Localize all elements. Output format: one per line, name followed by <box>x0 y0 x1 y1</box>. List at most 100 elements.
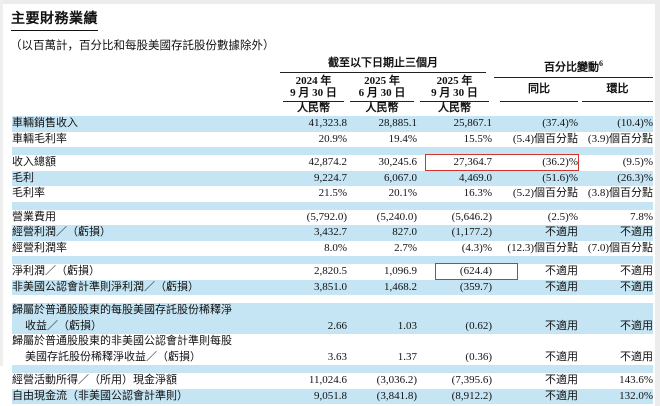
spacer-row <box>12 201 653 210</box>
value-cell: (3.9)個百分點 <box>587 132 653 145</box>
window-edge-top <box>0 0 660 4</box>
table-row: 歸屬於普通股股東的每股美國存託股份稀釋淨 收益／（虧損） 2.66 1.03 (0.62… <box>12 303 653 334</box>
date-line: 6 月 30 日 <box>358 87 406 99</box>
column-header-yoy: 同比 <box>500 75 578 102</box>
value-cell: (0.36) <box>465 350 492 363</box>
row-label: 毛利 <box>12 171 34 184</box>
page-title: 主要財務業績 <box>11 8 98 31</box>
spacer-row <box>12 256 653 264</box>
column-header-qoq: 環比 <box>582 75 653 102</box>
pct-change-group-header: 百分比變動6 <box>494 57 653 78</box>
row-label: 車輛毛利率 <box>12 132 67 145</box>
table-body: 車輛銷售收入 41,323.8 28,885.1 25,867.1 (37.4)% (10… <box>12 116 653 404</box>
value-cell: (51.6)% <box>542 171 578 184</box>
row-label: 歸屬於普通股股東的非美國公認會計準則每股 美國存託股份稀釋淨收益／（虧損） <box>12 335 232 363</box>
value-cell: 不適用 <box>545 319 578 332</box>
table-row: 毛利率 21.5% 20.1% 16.3% (5.2)個百分點 (3.8)個百分點 <box>12 186 653 202</box>
column-header-2025-06-30: 2025 年 6 月 30 日 人民幣 <box>347 75 417 117</box>
currency-label: 人民幣 <box>287 102 340 117</box>
row-label: 淨利潤／（虧損） <box>12 265 100 277</box>
value-cell: 2.66 <box>327 319 347 332</box>
table-row: 非美國公認會計準則淨利潤／（虧損） 3,851.0 1,468.2 (359.7) 不適… <box>12 279 653 295</box>
pct-change-label: 百分比變動 <box>544 61 599 74</box>
value-cell: (3,841.8) <box>376 389 417 402</box>
table-row: 歸屬於普通股股東的非美國公認會計準則每股 美國存託股份稀釋淨收益／（虧損） 3.63… <box>12 334 653 365</box>
value-cell: 不適用 <box>620 280 653 293</box>
value-cell: 1,096.9 <box>384 265 417 277</box>
value-cell: 不適用 <box>545 280 578 293</box>
value-cell: 15.5% <box>463 132 492 145</box>
value-cell: (26.3)% <box>617 171 653 184</box>
date-column-headers: 2024 年 9 月 30 日 人民幣 2025 年 6 月 30 日 人民幣 … <box>280 75 492 117</box>
date-lines: 2025 年 6 月 30 日 <box>350 75 414 102</box>
value-cell: (5,646.2) <box>451 210 492 223</box>
spacer-row <box>12 365 653 373</box>
currency-label: 人民幣 <box>354 102 410 117</box>
value-cell: 不適用 <box>620 226 653 238</box>
value-cell: 42,874.2 <box>308 156 348 168</box>
table-row: 收入總額 42,874.2 30,245.6 27,364.7 (36.2)% (9.5)… <box>12 154 653 171</box>
value-cell: 20.1% <box>388 187 417 199</box>
table-row: 車輛毛利率 20.9% 19.4% 15.5% (5.4)個百分點 (3.9)個百分點 <box>12 132 653 148</box>
value-cell: 8.0% <box>324 241 347 254</box>
spacer-row <box>12 147 653 155</box>
value-cell: (9.5)% <box>622 156 653 168</box>
value-cell: 3.63 <box>327 350 347 363</box>
value-cell: (359.7) <box>459 280 492 293</box>
date-line: 9 月 30 日 <box>431 87 478 99</box>
window-edge-left <box>0 0 3 366</box>
value-cell: 28,885.1 <box>378 117 418 129</box>
row-label: 經營利潤率 <box>12 241 67 254</box>
table-row: 營業費用 (5,792.0) (5,240.0) (5,646.2) (2.5)% 7.8… <box>12 210 653 226</box>
value-cell: 不適用 <box>620 265 653 277</box>
value-cell: 827.0 <box>392 226 417 238</box>
value-cell: (10.4)% <box>617 117 653 129</box>
value-cell: 21.5% <box>318 187 347 199</box>
value-cell: (624.4) <box>459 265 492 277</box>
value-cell: (7,395.6) <box>451 374 492 386</box>
value-cell: 3,851.0 <box>314 280 347 293</box>
table-row: 經營活動所得／（所用）現金淨額 11,024.6 (3,036.2) (7,395.6… <box>12 373 653 389</box>
units-note: （以百萬計，百分比和每股美國存託股份數據除外） <box>10 40 275 52</box>
row-label: 車輛銷售收入 <box>12 117 78 129</box>
window-edge-right <box>655 0 660 406</box>
value-cell: 9,224.7 <box>314 171 347 184</box>
value-cell: 不適用 <box>545 265 578 277</box>
value-cell: 25,867.1 <box>453 117 493 129</box>
value-cell: (36.2)% <box>542 156 578 168</box>
column-header-2025-09-30: 2025 年 9 月 30 日 人民幣 <box>417 75 492 117</box>
value-cell: (3.8)個百分點 <box>587 187 653 199</box>
spacer-row <box>12 295 653 303</box>
value-cell: 不適用 <box>545 389 578 402</box>
value-cell: (5,240.0) <box>376 210 417 223</box>
row-label: 經營利潤／（虧損） <box>12 226 111 238</box>
value-cell: 不適用 <box>620 319 653 332</box>
value-cell: 132.0% <box>619 389 653 402</box>
year-line: 2025 年 <box>436 75 473 87</box>
table-row: 自由現金流（非美國公認會計準則） 9,051.8 (3,841.8) (8,912.2… <box>12 388 653 404</box>
value-cell: 1,468.2 <box>384 280 417 293</box>
value-cell: (12.3)個百分點 <box>507 241 578 254</box>
value-cell: (5,792.0) <box>306 210 347 223</box>
value-cell: 3,432.7 <box>314 226 347 238</box>
value-cell: 143.6% <box>619 374 653 386</box>
value-cell: (8,912.2) <box>451 389 492 402</box>
row-label: 營業費用 <box>12 210 56 223</box>
table-row: 毛利 9,224.7 6,067.0 4,469.0 (51.6)% (26.3)% <box>12 170 653 186</box>
value-cell: (5.2)個百分點 <box>512 187 578 199</box>
value-cell: 19.4% <box>388 132 417 145</box>
value-cell: 4,469.0 <box>459 171 492 184</box>
value-cell: 2.7% <box>394 241 417 254</box>
date-lines: 2025 年 9 月 30 日 <box>420 75 489 102</box>
value-cell: 16.3% <box>463 187 492 199</box>
row-label: 自由現金流（非美國公認會計準則） <box>12 389 188 402</box>
table-row: 經營利潤／（虧損） 3,432.7 827.0 (1,177.2) 不適用 不適用 <box>12 225 653 241</box>
value-cell: 27,364.7 <box>453 156 493 168</box>
year-line: 2025 年 <box>364 75 400 87</box>
value-cell: 不適用 <box>545 350 578 363</box>
date-line: 9 月 30 日 <box>290 87 337 99</box>
table-row: 淨利潤／（虧損） 2,820.5 1,096.9 (624.4) 不適用 不適用 <box>12 263 653 280</box>
value-cell: 30,245.6 <box>378 156 418 168</box>
value-cell: (4.3)% <box>461 241 492 254</box>
